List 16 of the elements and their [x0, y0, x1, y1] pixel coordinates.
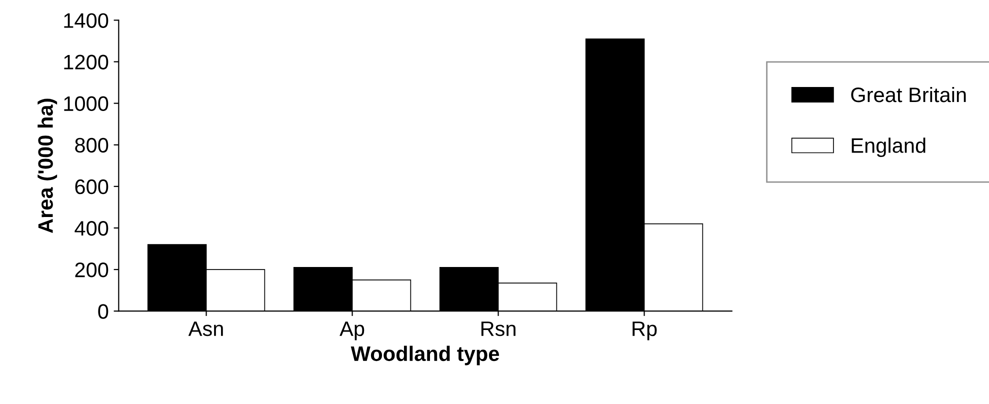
legend-label: Great Britain: [851, 86, 966, 102]
x-tick-label: Rsn: [481, 322, 516, 336]
y-tick-label: 400: [74, 220, 108, 236]
x-axis-title: Woodland type: [350, 346, 500, 366]
x-tick-label: Ap: [340, 322, 364, 340]
y-tick-label: 200: [75, 262, 108, 278]
y-tick-label: 1200: [64, 54, 108, 70]
x-tick-label: Asn: [188, 322, 223, 336]
y-axis-title: Area ('000 ha): [38, 98, 58, 234]
y-tick-label: 600: [75, 179, 108, 194]
legend-label: England: [852, 138, 926, 158]
y-tick-label: 800: [75, 138, 108, 153]
x-tick-label: Rp: [632, 322, 657, 340]
y-tick-label: 0: [98, 304, 108, 319]
y-tick-label: 1000: [64, 96, 108, 112]
y-tick-label: 1400: [64, 13, 108, 28]
